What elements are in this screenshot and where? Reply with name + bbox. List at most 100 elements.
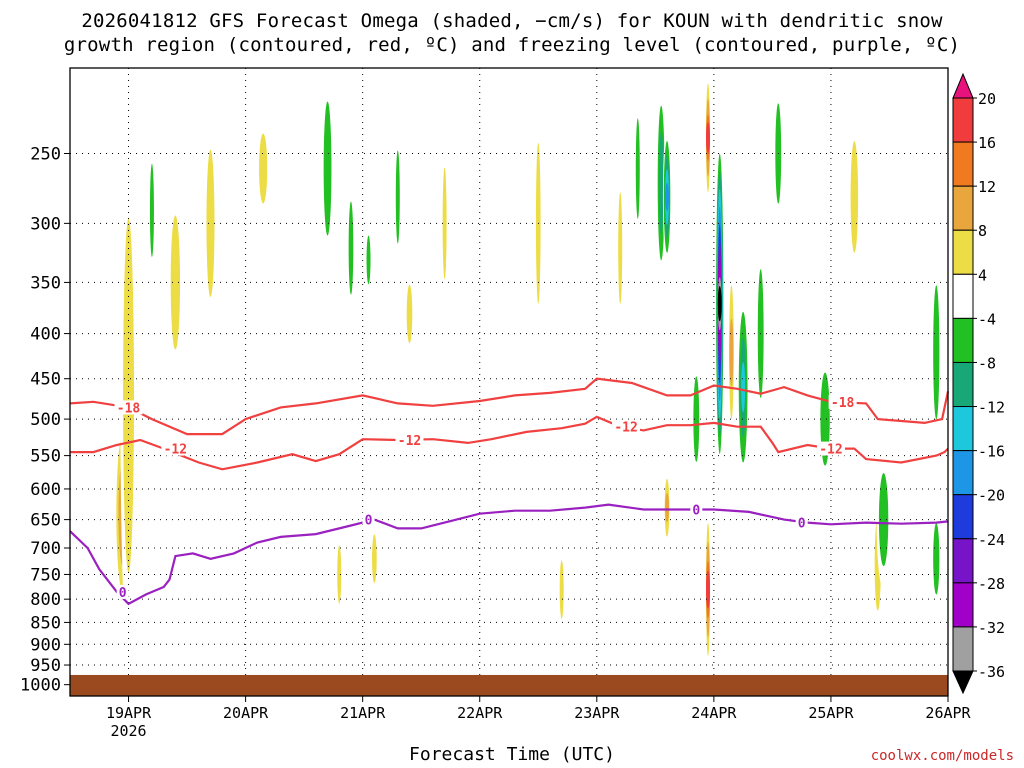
y-tick-label: 500: [30, 410, 61, 430]
colorbar-bin: [952, 97, 974, 143]
omega-blob: [741, 362, 746, 413]
y-tick-label: 550: [30, 447, 61, 467]
omega-blob: [717, 286, 722, 322]
y-tick-label: 600: [30, 480, 61, 500]
omega-blob: [348, 201, 354, 295]
contour-label: 0: [692, 503, 700, 518]
colorbar-bin: [952, 361, 974, 408]
y-tick-label: 950: [30, 656, 61, 676]
y-tick-label: 650: [30, 511, 61, 531]
contour-label-bg: [362, 512, 375, 527]
ground-shading: [70, 674, 948, 696]
omega-blob: [372, 534, 377, 584]
contour-0: [69, 503, 949, 606]
omega-blob: [366, 235, 371, 285]
colorbar-bin: [952, 273, 974, 319]
omega-blob: [323, 101, 332, 236]
colorbar-bin: [952, 538, 974, 584]
contour-label: -12: [164, 443, 187, 458]
contour-label: -18: [117, 401, 141, 416]
source-credit[interactable]: coolwx.com/models: [870, 748, 1014, 764]
contour-label-bg: [612, 419, 641, 434]
contour-label: -12: [819, 443, 842, 458]
contour-label: -12: [398, 434, 421, 449]
y-tick-label: 300: [30, 214, 61, 234]
colorbar-label: -28: [978, 575, 1005, 593]
y-tick-label: 850: [30, 613, 61, 633]
x-tick-label: 19APR: [106, 704, 152, 722]
contour-label: 0: [119, 586, 127, 601]
plot-frame: [69, 67, 949, 697]
colorbar-label: -8: [978, 354, 996, 372]
x-tick-label: 25APR: [808, 704, 854, 722]
colorbar-cap-top: [952, 72, 974, 99]
y-tick-label: 400: [30, 325, 61, 345]
omega-blob: [149, 163, 154, 257]
chart-title-line1: 2026041812 GFS Forecast Omega (shaded, −…: [81, 10, 943, 32]
omega-blob: [170, 215, 181, 350]
y-tick-label: 250: [30, 144, 61, 164]
x-tick-year: 2026: [110, 722, 146, 740]
colorbar-bin: [952, 141, 974, 187]
colorbar-label: -16: [978, 443, 1005, 461]
omega-blob: [618, 192, 623, 304]
colorbar-bin: [952, 317, 974, 363]
colorbar-bin: [952, 494, 974, 540]
y-tick-label: 700: [30, 539, 61, 559]
omega-blob: [395, 150, 400, 244]
x-tick-label: 20APR: [223, 704, 269, 722]
colorbar-bin: [952, 185, 974, 231]
contour-label: 0: [798, 517, 806, 532]
omega-blob: [665, 493, 670, 523]
x-tick-label: 24APR: [691, 704, 737, 722]
x-axis-label: Forecast Time (UTC): [409, 744, 615, 765]
colorbar-label: 8: [978, 222, 987, 240]
omega-blob: [729, 318, 734, 386]
omega-blob: [406, 284, 413, 344]
contour-label-bg: [816, 441, 845, 456]
colorbar-label: -32: [978, 619, 1005, 637]
y-tick-label: 450: [30, 370, 61, 390]
y-tick-label: 900: [30, 635, 61, 655]
omega-blob: [337, 545, 342, 604]
colorbar-bin: [952, 406, 974, 452]
y-tick-label: 1000: [20, 676, 61, 696]
x-tick-label: 23APR: [574, 704, 620, 722]
x-tick-label: 26APR: [925, 704, 971, 722]
colorbar-label: -4: [978, 310, 996, 328]
colorbar-label: 12: [978, 178, 996, 196]
omega-blob: [878, 473, 889, 567]
omega-blob: [559, 560, 564, 619]
contour-label: 0: [365, 514, 373, 529]
colorbar-label: 16: [978, 134, 996, 152]
contour-label-bg: [795, 515, 808, 530]
y-tick-label: 350: [30, 273, 61, 293]
colorbar-label: -24: [978, 531, 1005, 549]
colorbar-label: -20: [978, 487, 1005, 505]
omega-blob: [933, 523, 940, 595]
omega-blob: [658, 131, 664, 235]
colorbar-bin: [952, 626, 974, 672]
contour-label: -12: [614, 421, 637, 436]
x-tick-label: 22APR: [457, 704, 503, 722]
colorbar-label: 4: [978, 266, 987, 284]
omega-blob: [206, 149, 215, 298]
omega-blob: [850, 141, 859, 253]
omega-blob: [665, 182, 670, 211]
colorbar-label: -12: [978, 399, 1005, 417]
omega-blob: [259, 133, 268, 204]
omega-blob: [635, 118, 640, 219]
y-tick-label: 750: [30, 565, 61, 585]
contour-label-bg: [828, 394, 857, 409]
y-tick-label: 800: [30, 590, 61, 610]
contour-label-bg: [395, 432, 424, 447]
colorbar-bin: [952, 229, 974, 275]
chart-title-line2: growth region (contoured, red, ºC) and f…: [63, 34, 961, 56]
colorbar-label: -36: [978, 663, 1005, 681]
contour-label-bg: [161, 441, 190, 456]
colorbar-cap-bottom: [952, 670, 974, 695]
contour-label-bg: [114, 400, 143, 415]
omega-blob: [123, 218, 134, 573]
plot-background: [70, 68, 948, 696]
